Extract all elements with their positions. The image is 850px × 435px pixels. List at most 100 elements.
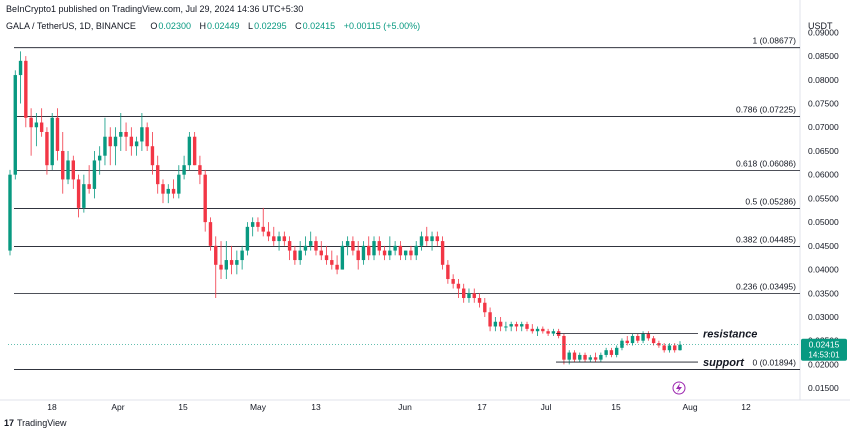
candle-body xyxy=(546,331,550,334)
candle-body xyxy=(97,155,102,161)
candle-body xyxy=(129,136,134,147)
candle-body xyxy=(156,165,160,185)
candle-body xyxy=(235,260,239,265)
candle-body xyxy=(646,333,651,339)
candle-body xyxy=(446,264,450,280)
candle-body xyxy=(583,354,587,360)
candle-body xyxy=(472,293,476,299)
y-tick-label: 0.07000 xyxy=(808,122,839,132)
y-tick-label: 0.08000 xyxy=(808,75,839,85)
candle-body xyxy=(82,184,86,208)
candle-body xyxy=(614,347,619,355)
fib-level-label: 1 (0.08677) xyxy=(753,36,797,46)
candle-body xyxy=(24,60,28,118)
x-tick-label: Apr xyxy=(111,402,124,412)
candle-body xyxy=(483,302,487,313)
candle-body xyxy=(403,250,408,256)
candle-body xyxy=(119,131,123,137)
candle-body xyxy=(92,160,97,189)
annotation-label: support xyxy=(703,357,745,369)
y-tick-label: 0.03500 xyxy=(808,288,839,298)
candle-body xyxy=(39,122,44,132)
candle-body xyxy=(330,260,334,265)
candle-body xyxy=(620,340,624,348)
brand-label: TradingView xyxy=(17,418,67,428)
candle-body xyxy=(456,283,461,289)
candle-body xyxy=(493,321,498,327)
candle-body xyxy=(272,236,276,242)
footer-brand: 17 TradingView xyxy=(4,418,67,428)
candle-body xyxy=(293,250,297,261)
fib-level-label: 0.5 (0.05286) xyxy=(745,197,796,207)
candle-body xyxy=(182,165,186,175)
candle-body xyxy=(224,260,228,270)
candle-body xyxy=(261,226,265,232)
candle-body xyxy=(636,335,640,341)
candle-body xyxy=(319,250,323,256)
candle-body xyxy=(314,241,318,251)
candle-body xyxy=(140,127,144,142)
candle-body xyxy=(572,352,577,360)
candle-body xyxy=(440,241,445,265)
candle-body xyxy=(150,146,155,166)
y-tick-label: 0.03000 xyxy=(808,312,839,322)
candle-body xyxy=(303,245,308,251)
candle-body xyxy=(45,131,49,166)
candle-body xyxy=(103,136,107,156)
low-label: L xyxy=(248,21,254,31)
currency-label: USDT xyxy=(808,21,833,31)
candle-body xyxy=(229,260,234,265)
candle-body xyxy=(187,136,192,166)
candle-body xyxy=(372,241,376,256)
candle-body xyxy=(388,250,392,256)
close-label: C xyxy=(295,21,302,31)
candle-body xyxy=(61,150,65,180)
candle-body xyxy=(593,357,598,360)
y-tick-label: 0.04500 xyxy=(808,241,839,251)
y-tick-label: 0.07500 xyxy=(808,99,839,109)
candle-body xyxy=(145,127,149,147)
open-label: O xyxy=(150,21,158,31)
high-value: 0.02449 xyxy=(206,21,240,31)
candle-body xyxy=(520,324,524,327)
candle-body xyxy=(667,345,672,351)
candle-body xyxy=(398,245,403,256)
ohlc-legend: GALA / TetherUS, 1D, BINANCE O0.02300 H0… xyxy=(6,21,426,31)
candle-body xyxy=(361,245,366,261)
candle-body xyxy=(630,335,635,344)
candle-body xyxy=(171,188,176,194)
x-tick-label: 15 xyxy=(178,402,188,412)
published-info: BeInCrypto1 published on TradingView.com… xyxy=(6,4,304,14)
candle-body xyxy=(76,179,81,208)
candle-body xyxy=(309,241,313,246)
candle-body xyxy=(13,75,17,175)
candle-body xyxy=(451,279,455,284)
candle-body xyxy=(124,131,128,137)
countdown-label: 14:53:01 xyxy=(808,351,840,360)
candle-body xyxy=(678,344,682,351)
y-tick-label: 0.02000 xyxy=(808,359,839,369)
high-label: H xyxy=(199,21,206,31)
candle-body xyxy=(8,174,12,251)
candle-body xyxy=(578,354,582,360)
low-value: 0.02295 xyxy=(254,21,287,31)
symbol-label: GALA / TetherUS, 1D, BINANCE xyxy=(6,21,136,31)
last-price-tag xyxy=(801,338,847,361)
x-tick-label: 15 xyxy=(611,402,621,412)
candle-body xyxy=(535,328,540,332)
y-tick-label: 0.01500 xyxy=(808,383,839,393)
candle-body xyxy=(29,117,33,128)
candle-body xyxy=(641,333,645,341)
candle-body xyxy=(277,236,281,242)
candle-body xyxy=(393,245,397,251)
candle-body xyxy=(287,241,292,251)
candle-body xyxy=(409,250,413,256)
candle-body xyxy=(66,160,70,180)
candle-body xyxy=(335,264,339,270)
close-value: 0.02415 xyxy=(302,21,336,31)
fib-level-label: 0.236 (0.03495) xyxy=(736,282,796,292)
candle-body xyxy=(498,321,503,327)
candle-body xyxy=(377,241,381,251)
candle-body xyxy=(562,335,566,360)
